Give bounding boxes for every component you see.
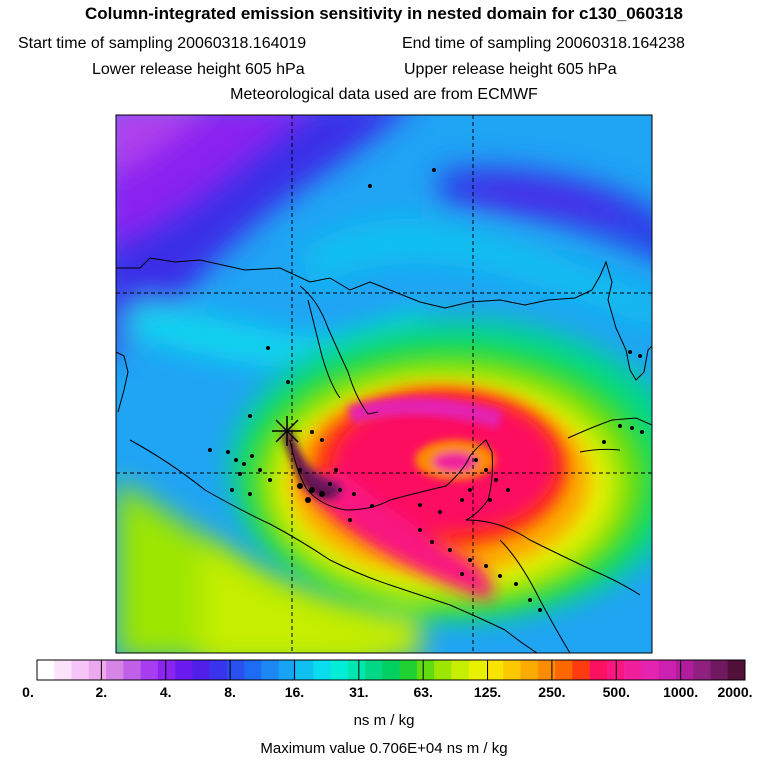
sampling-end-label: End time of sampling 20060318.164238 xyxy=(402,35,685,52)
colorbar-cell xyxy=(175,660,193,680)
colorbar-cell xyxy=(140,660,159,680)
colorbar-tick-label: 0. xyxy=(22,684,34,700)
colorbar-cell xyxy=(296,660,314,680)
colorbar-tick-label: 2. xyxy=(95,684,108,700)
colorbar-units: ns m / kg xyxy=(353,712,415,729)
map-frame xyxy=(115,114,653,654)
colorbar-tick-label: 16. xyxy=(284,684,305,700)
colorbar-cell xyxy=(520,660,539,680)
colorbar-cell xyxy=(106,660,124,680)
colorbar-cell xyxy=(278,660,297,680)
colorbar-cell xyxy=(658,660,677,680)
colorbar-cell xyxy=(226,660,245,680)
colorbar-cell xyxy=(399,660,418,680)
colorbar-cell xyxy=(555,660,573,680)
colorbar-cell xyxy=(624,660,642,680)
colorbar-cell xyxy=(365,660,383,680)
colorbar-cell xyxy=(37,660,55,680)
colorbar-tick-label: 31. xyxy=(349,684,369,700)
colorbar-tick-label: 1000. xyxy=(663,684,699,700)
lower-release-height-label: Lower release height 605 hPa xyxy=(92,61,305,78)
colorbar-cell xyxy=(192,660,210,680)
colorbar-cell xyxy=(382,660,400,680)
colorbar-cell xyxy=(641,660,659,680)
colorbar-cell xyxy=(261,660,280,680)
emission-source-dots xyxy=(208,168,644,612)
colorbar-cell xyxy=(451,660,470,680)
lat-lon-grid xyxy=(116,115,652,653)
colorbar-cell xyxy=(468,660,487,680)
maximum-value-label: Maximum value 0.706E+04 ns m / kg xyxy=(260,740,508,757)
colorbar-tick-label: 250. xyxy=(538,684,566,700)
sampling-start-label: Start time of sampling 20060318.164019 xyxy=(18,35,307,52)
colorbar-cell xyxy=(347,660,366,680)
coastline xyxy=(116,257,652,653)
colorbar-cell xyxy=(503,660,521,680)
colorbar-cell xyxy=(71,660,90,680)
colorbar-tick-label: 63. xyxy=(413,684,433,700)
colorbar-cell xyxy=(330,660,349,680)
colorbar-cell xyxy=(88,660,107,680)
colorbar-tick-label: 8. xyxy=(224,684,236,700)
colorbar-cell xyxy=(54,660,72,680)
colorbar-cell xyxy=(157,660,176,680)
colorbar-cell xyxy=(693,660,711,680)
colorbar-cell xyxy=(710,660,729,680)
colorbar-tick-label: 125. xyxy=(473,684,502,700)
upper-release-height-label: Upper release height 605 hPa xyxy=(404,61,617,78)
release-site-marker xyxy=(272,416,302,446)
plot-title: Column-integrated emission sensitivity i… xyxy=(84,4,684,23)
colorbar-cell xyxy=(606,660,625,680)
colorbar-cell xyxy=(485,660,504,680)
colorbar-cell xyxy=(675,660,694,680)
colorbar-cell xyxy=(434,660,452,680)
colorbar-tick-label: 4. xyxy=(159,684,172,700)
met-data-label: Meteorological data used are from ECMWF xyxy=(230,86,538,103)
colorbar-cell xyxy=(209,660,228,680)
colorbar-cell xyxy=(572,660,590,680)
colorbar-cell xyxy=(244,660,262,680)
colorbar-cell xyxy=(537,660,556,680)
colorbar-cell xyxy=(416,660,435,680)
colorbar-cell xyxy=(313,660,331,680)
colorbar-tick-label: 2000. xyxy=(717,684,753,700)
colorbar-tick-label: 500. xyxy=(602,684,630,700)
colorbar-cell xyxy=(589,660,608,680)
colorbar-cell xyxy=(727,660,746,680)
colorbar-cell xyxy=(123,660,141,680)
